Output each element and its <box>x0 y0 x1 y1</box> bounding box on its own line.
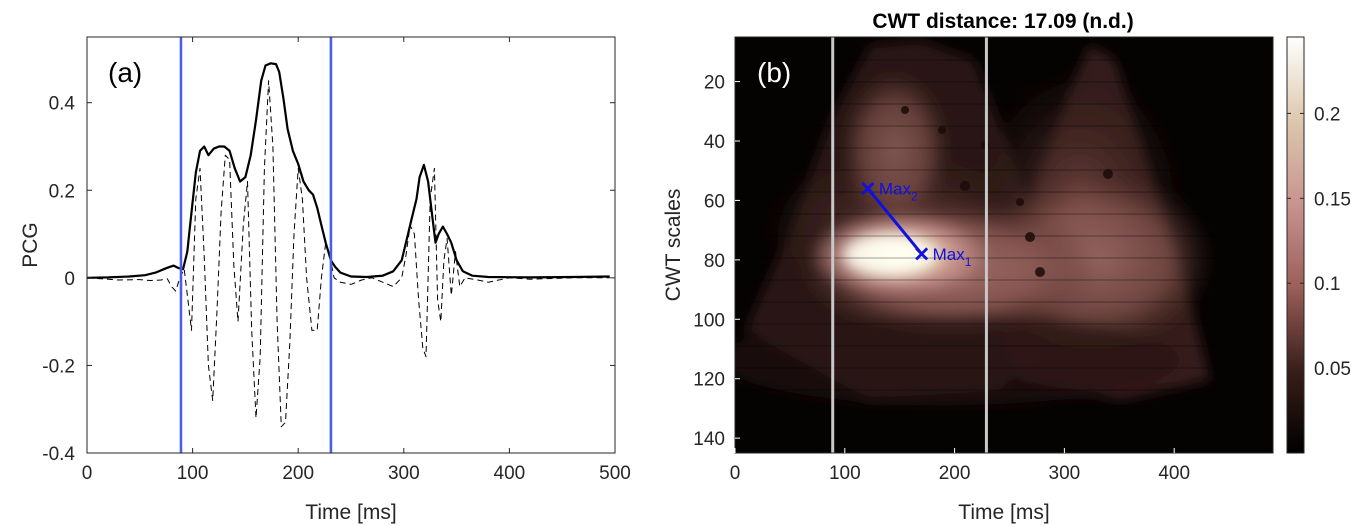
panel-a-x-axis-label: Time [ms] <box>305 501 396 524</box>
max-connector-line <box>866 187 923 255</box>
panel-a-x-tick-label: 500 <box>599 463 631 484</box>
panel-b-label: (b) <box>757 57 791 88</box>
panel-a-x-tick-label: 100 <box>177 463 209 484</box>
panel-b-y-tick-label: 20 <box>704 73 725 94</box>
panel-a-y-tick-label: 0.2 <box>49 181 75 202</box>
panel-b-title: CWT distance: 17.09 (n.d.) <box>872 10 1133 33</box>
panel-b-y-tick-label: 60 <box>704 191 725 212</box>
colorbar-tick-label: 0.2 <box>1314 104 1340 125</box>
panel-b-x-tick-label: 100 <box>829 463 861 484</box>
panel-b-axes-box <box>734 36 1274 454</box>
colorbar <box>1286 36 1305 454</box>
annotation-label: Max1 <box>933 245 972 269</box>
panel-b-x-tick-label: 400 <box>1158 463 1190 484</box>
panel-a-label: (a) <box>108 57 142 88</box>
panel-a-y-tick-label: 0 <box>64 269 75 290</box>
panel-b-y-tick-label: 120 <box>693 370 725 391</box>
series-line-signal <box>87 80 610 428</box>
panel-a-y-tick-label: 0.4 <box>49 94 76 115</box>
annotation-max-1: Max1 <box>915 245 972 269</box>
max-cross-marker <box>915 247 929 261</box>
panel-b-y-tick-label: 80 <box>704 251 725 272</box>
max-cross-marker <box>861 182 875 196</box>
annotation-max-2: Max2 <box>861 180 918 204</box>
panel-b-y-axis-label: CWT scales <box>662 189 685 302</box>
panel-b-x-axis-label: Time [ms] <box>958 501 1049 524</box>
series-line-envelope <box>87 62 610 279</box>
panel-b-y-tick-label: 40 <box>704 132 725 153</box>
panel-b-x-tick-label: 200 <box>939 463 971 484</box>
panel-a-x-tick-label: 400 <box>494 463 526 484</box>
panel-a-x-tick-label: 300 <box>388 463 420 484</box>
panel-b-x-tick-label: 300 <box>1049 463 1081 484</box>
panel-b-y-tick-label: 100 <box>693 310 725 331</box>
panel-a-line-chart: 0 100 200 300 400 500 -0.4 -0.2 0 0.2 0.4 (a) Time… <box>19 36 631 524</box>
panel-a-y-tick-label: -0.2 <box>42 356 75 377</box>
colorbar-tick-label: 0.05 <box>1314 359 1351 380</box>
panel-a-axes-box <box>86 36 616 454</box>
panel-a-x-tick-label: 200 <box>282 463 314 484</box>
panel-a-x-tick-label: 0 <box>82 463 93 484</box>
heatmap-image <box>735 37 1273 453</box>
panel-a-y-tick-label: -0.4 <box>42 444 75 465</box>
annotation-label: Max2 <box>879 180 918 204</box>
colorbar-tick-label: 0.15 <box>1314 189 1351 210</box>
panel-b-x-tick-label: 0 <box>730 463 741 484</box>
panel-a-plot-area <box>87 37 615 453</box>
colorbar-tick-label: 0.1 <box>1314 274 1340 295</box>
panel-a-y-axis-label: PCG <box>19 222 42 268</box>
panel-b-y-tick-label: 140 <box>693 429 725 450</box>
